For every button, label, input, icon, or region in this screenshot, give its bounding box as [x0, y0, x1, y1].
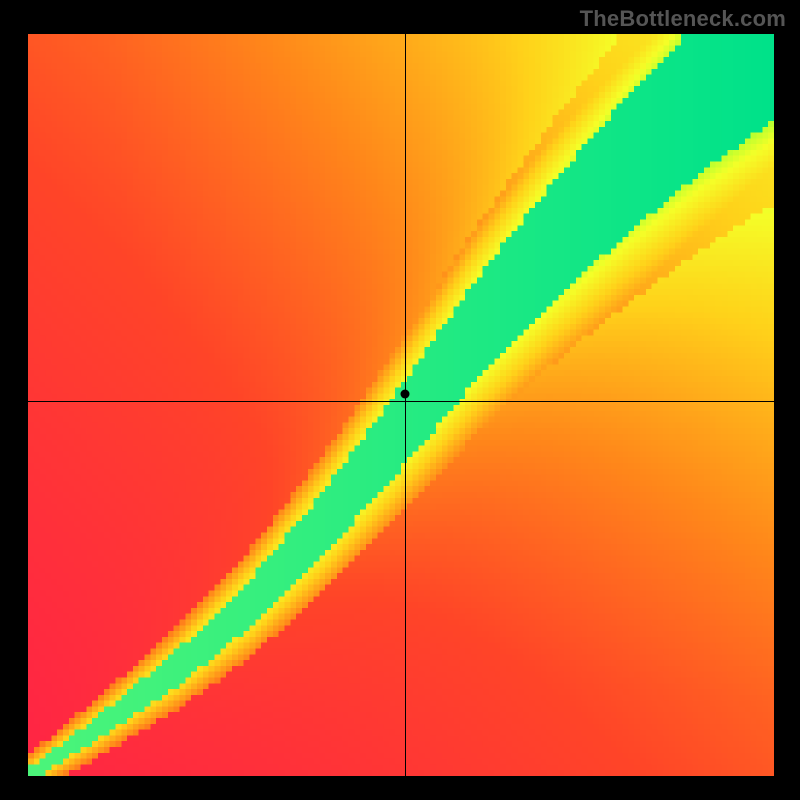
- watermark-text: TheBottleneck.com: [580, 6, 786, 32]
- marker-dot: [400, 389, 409, 398]
- crosshair-vertical: [405, 34, 406, 776]
- heatmap-plot-area: [28, 34, 774, 776]
- heatmap-canvas: [28, 34, 774, 776]
- crosshair-horizontal: [28, 401, 774, 402]
